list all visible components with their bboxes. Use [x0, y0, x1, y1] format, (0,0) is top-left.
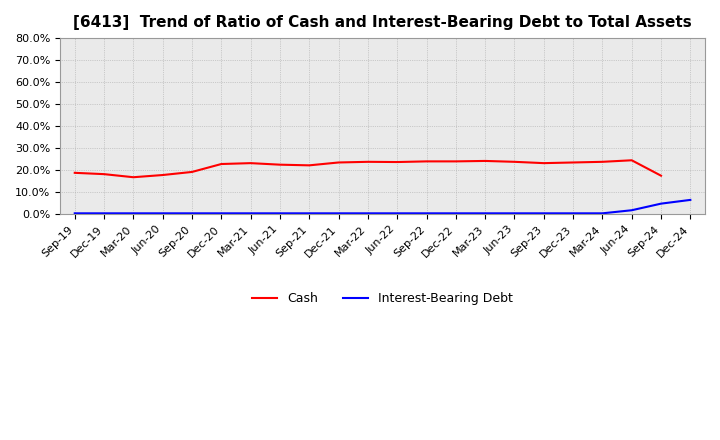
Line: Interest-Bearing Debt: Interest-Bearing Debt [75, 200, 690, 213]
Cash [100, 172, 109, 177]
Cash [158, 172, 167, 178]
Cash [657, 173, 665, 178]
Cash [481, 158, 490, 164]
Interest-Bearing Debt [569, 211, 577, 216]
Interest-Bearing Debt [510, 211, 519, 216]
Cash [422, 159, 431, 164]
Cash [276, 162, 284, 167]
Cash [598, 159, 607, 165]
Interest-Bearing Debt [539, 211, 548, 216]
Interest-Bearing Debt [334, 211, 343, 216]
Interest-Bearing Debt [422, 211, 431, 216]
Legend: Cash, Interest-Bearing Debt: Cash, Interest-Bearing Debt [247, 287, 518, 310]
Cash [305, 163, 314, 168]
Interest-Bearing Debt [364, 211, 372, 216]
Cash [129, 175, 138, 180]
Interest-Bearing Debt [158, 211, 167, 216]
Cash [569, 160, 577, 165]
Interest-Bearing Debt [451, 211, 460, 216]
Interest-Bearing Debt [129, 211, 138, 216]
Interest-Bearing Debt [246, 211, 255, 216]
Interest-Bearing Debt [657, 201, 665, 206]
Cash [364, 159, 372, 165]
Cash [217, 161, 225, 167]
Interest-Bearing Debt [393, 211, 402, 216]
Cash [71, 170, 79, 176]
Interest-Bearing Debt [305, 211, 314, 216]
Line: Cash: Cash [75, 160, 661, 177]
Cash [627, 158, 636, 163]
Interest-Bearing Debt [481, 211, 490, 216]
Interest-Bearing Debt [627, 208, 636, 213]
Title: [6413]  Trend of Ratio of Cash and Interest-Bearing Debt to Total Assets: [6413] Trend of Ratio of Cash and Intere… [73, 15, 692, 30]
Cash [393, 159, 402, 165]
Cash [451, 159, 460, 164]
Cash [539, 161, 548, 166]
Interest-Bearing Debt [217, 211, 225, 216]
Interest-Bearing Debt [71, 211, 79, 216]
Interest-Bearing Debt [276, 211, 284, 216]
Cash [334, 160, 343, 165]
Interest-Bearing Debt [598, 211, 607, 216]
Interest-Bearing Debt [100, 211, 109, 216]
Interest-Bearing Debt [686, 197, 695, 202]
Interest-Bearing Debt [188, 211, 197, 216]
Cash [510, 159, 519, 165]
Cash [188, 169, 197, 175]
Cash [246, 161, 255, 166]
